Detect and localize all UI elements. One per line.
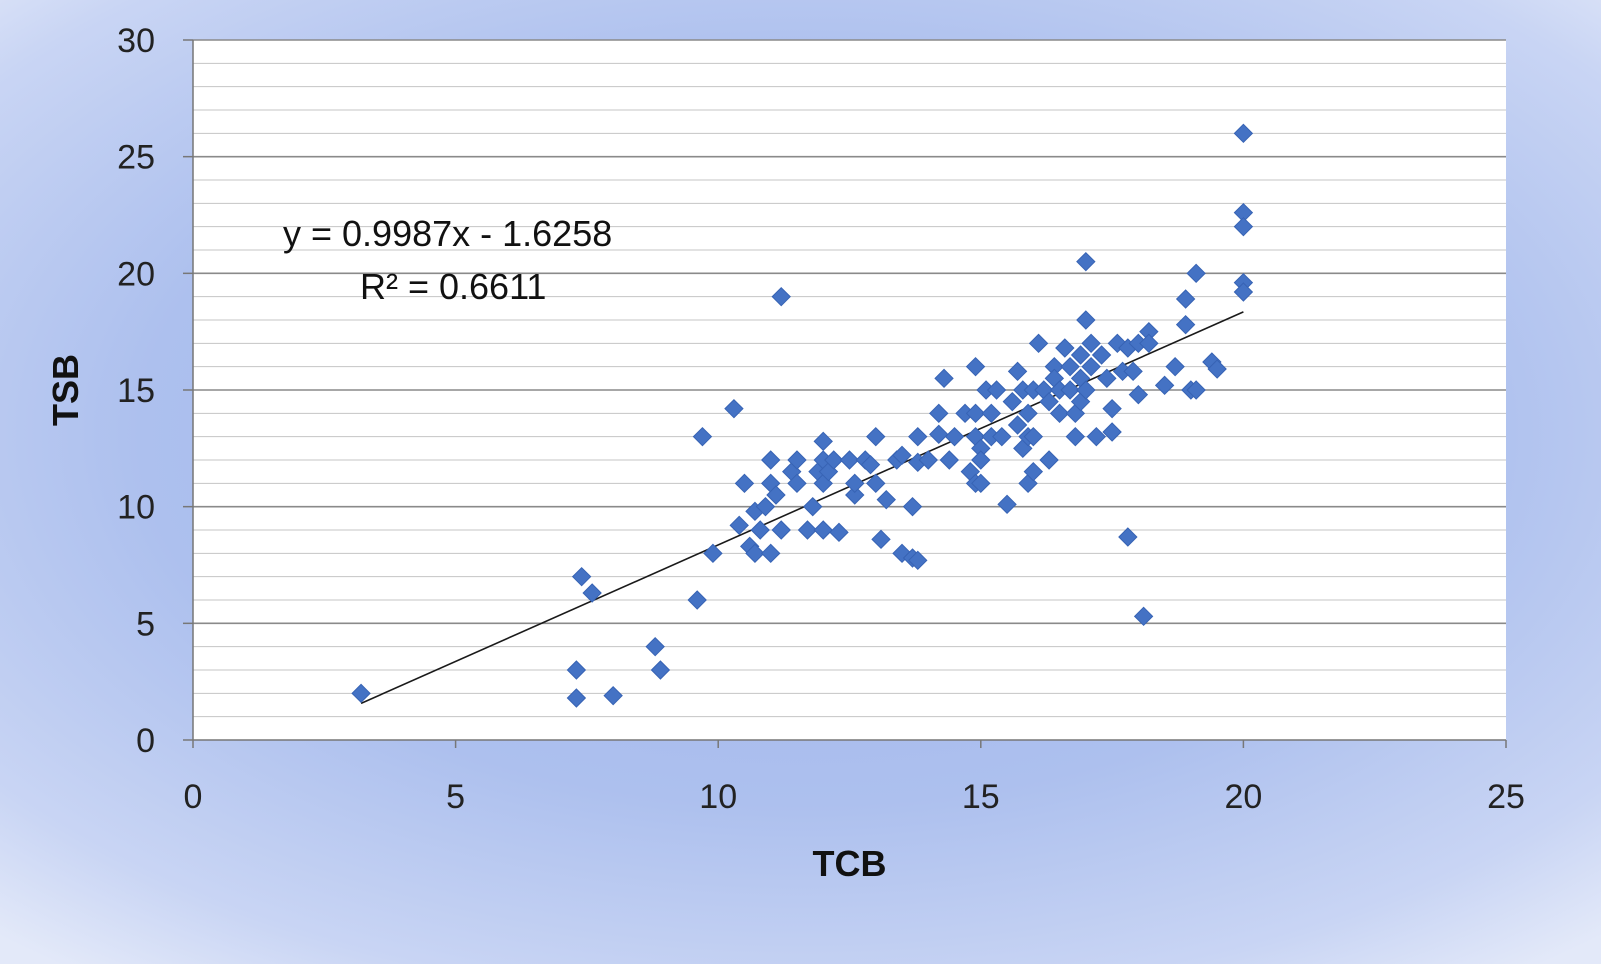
- y-tick-label: 10: [117, 489, 155, 527]
- y-tick-label: 20: [117, 255, 155, 293]
- y-tick-label: 15: [117, 372, 155, 410]
- y-axis-title: TSB: [45, 354, 86, 426]
- y-tick-label: 30: [117, 22, 155, 60]
- x-axis-title: TCB: [813, 843, 887, 884]
- x-tick-label: 5: [446, 778, 465, 816]
- x-tick-label: 25: [1487, 778, 1525, 816]
- trendline-r-squared: R² = 0.6611: [360, 266, 546, 307]
- y-tick-label: 5: [136, 605, 155, 643]
- x-tick-label: 0: [184, 778, 203, 816]
- y-tick-label: 25: [117, 139, 155, 177]
- y-tick-label: 0: [136, 722, 155, 760]
- trendline-equation: y = 0.9987x - 1.6258: [283, 213, 612, 254]
- x-tick-label: 10: [699, 778, 737, 816]
- x-tick-label: 15: [962, 778, 1000, 816]
- x-tick-label: 20: [1224, 778, 1262, 816]
